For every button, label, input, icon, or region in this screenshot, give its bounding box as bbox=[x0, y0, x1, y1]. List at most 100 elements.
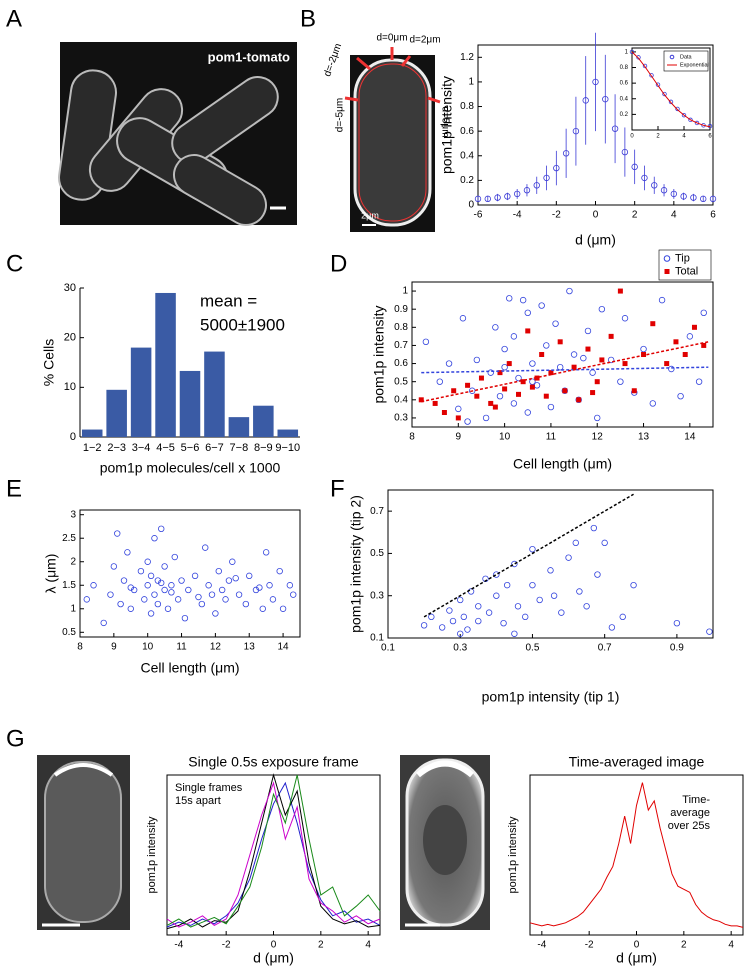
image-label: d=0μm bbox=[376, 33, 407, 44]
point bbox=[235, 591, 243, 598]
point bbox=[487, 369, 494, 376]
bar bbox=[253, 405, 274, 437]
bar bbox=[204, 351, 225, 437]
x-tick-label: -2 bbox=[222, 940, 231, 951]
y-axis-label: % Cells bbox=[41, 339, 57, 386]
x-tick-label: 6 bbox=[708, 134, 712, 140]
point bbox=[700, 195, 707, 203]
point bbox=[246, 572, 253, 580]
point bbox=[668, 365, 675, 373]
y-axis-label: pom1p intensity bbox=[371, 305, 387, 403]
point bbox=[556, 363, 564, 371]
y-tick-label: 0.1 bbox=[370, 633, 384, 644]
point bbox=[446, 607, 453, 614]
point bbox=[266, 582, 273, 589]
legend-box bbox=[658, 249, 712, 281]
point bbox=[83, 596, 90, 603]
point bbox=[262, 549, 270, 556]
point bbox=[506, 361, 512, 367]
x-tick-label: 1−2 bbox=[83, 442, 102, 454]
point bbox=[701, 342, 707, 348]
point bbox=[492, 324, 499, 331]
point bbox=[422, 338, 430, 346]
point bbox=[547, 567, 554, 574]
point bbox=[617, 288, 623, 294]
point bbox=[664, 361, 670, 367]
annotation: 15s apart bbox=[175, 795, 221, 807]
y-tick-label: 1.5 bbox=[62, 580, 76, 591]
y-tick-label: 0.4 bbox=[394, 394, 408, 405]
point bbox=[492, 404, 498, 410]
x-axis-label: d (μm) bbox=[616, 950, 657, 966]
point bbox=[441, 410, 447, 415]
x-tick-label: 2−3 bbox=[107, 442, 126, 454]
point bbox=[484, 195, 491, 203]
panel-letter: D bbox=[330, 250, 347, 277]
x-tick-label: -4 bbox=[174, 940, 183, 951]
point bbox=[598, 305, 606, 313]
x-tick-label: 9−10 bbox=[275, 442, 300, 454]
legend-marker bbox=[669, 54, 675, 60]
annotation: average bbox=[670, 807, 710, 819]
point bbox=[621, 148, 629, 156]
point bbox=[529, 378, 536, 385]
point bbox=[607, 356, 615, 364]
point bbox=[582, 97, 589, 104]
point bbox=[673, 620, 681, 627]
bar bbox=[106, 389, 127, 437]
image-label: d=-2μm bbox=[322, 42, 344, 78]
point bbox=[642, 63, 648, 69]
point bbox=[631, 388, 637, 394]
micrograph-g1 bbox=[37, 755, 130, 930]
point bbox=[208, 591, 216, 598]
series-line bbox=[166, 781, 381, 928]
point bbox=[478, 375, 484, 381]
point bbox=[576, 588, 583, 595]
point bbox=[494, 194, 501, 201]
point bbox=[543, 342, 550, 349]
point bbox=[181, 614, 189, 622]
point bbox=[418, 397, 424, 403]
point bbox=[459, 315, 467, 322]
x-axis-label: pom1p molecules/cell x 1000 bbox=[100, 460, 281, 476]
image-label: d=5μm bbox=[439, 106, 450, 137]
panel-letter: C bbox=[6, 250, 23, 277]
point bbox=[178, 577, 185, 584]
point bbox=[547, 403, 555, 411]
point bbox=[619, 613, 626, 621]
y-tick-label: 0.3 bbox=[394, 413, 408, 424]
point bbox=[694, 120, 700, 126]
x-tick-label: 3−4 bbox=[132, 442, 151, 454]
axes-frame bbox=[387, 489, 714, 639]
point bbox=[144, 558, 151, 565]
point bbox=[232, 575, 239, 582]
point bbox=[488, 400, 494, 406]
y-tick-label: 1 bbox=[468, 77, 474, 88]
x-tick-label: 12 bbox=[592, 432, 604, 443]
point bbox=[124, 549, 131, 556]
point bbox=[174, 596, 182, 603]
point bbox=[482, 414, 490, 422]
point bbox=[608, 333, 614, 339]
point bbox=[601, 539, 608, 547]
point bbox=[589, 369, 596, 376]
point bbox=[651, 182, 658, 189]
point bbox=[594, 414, 601, 422]
point bbox=[510, 400, 518, 407]
annotation: 5000±1900 bbox=[200, 315, 285, 334]
point bbox=[566, 287, 573, 295]
point bbox=[127, 584, 134, 591]
point bbox=[599, 357, 605, 363]
y-tick-label: 0.9 bbox=[394, 304, 408, 315]
point bbox=[457, 630, 464, 637]
point bbox=[691, 324, 697, 330]
annotation: Time- bbox=[682, 794, 710, 806]
x-tick-label: 7−8 bbox=[230, 442, 249, 454]
point bbox=[506, 295, 513, 302]
point bbox=[673, 339, 679, 345]
point bbox=[501, 363, 508, 371]
point bbox=[522, 613, 529, 621]
point bbox=[558, 609, 565, 616]
point bbox=[529, 581, 536, 589]
